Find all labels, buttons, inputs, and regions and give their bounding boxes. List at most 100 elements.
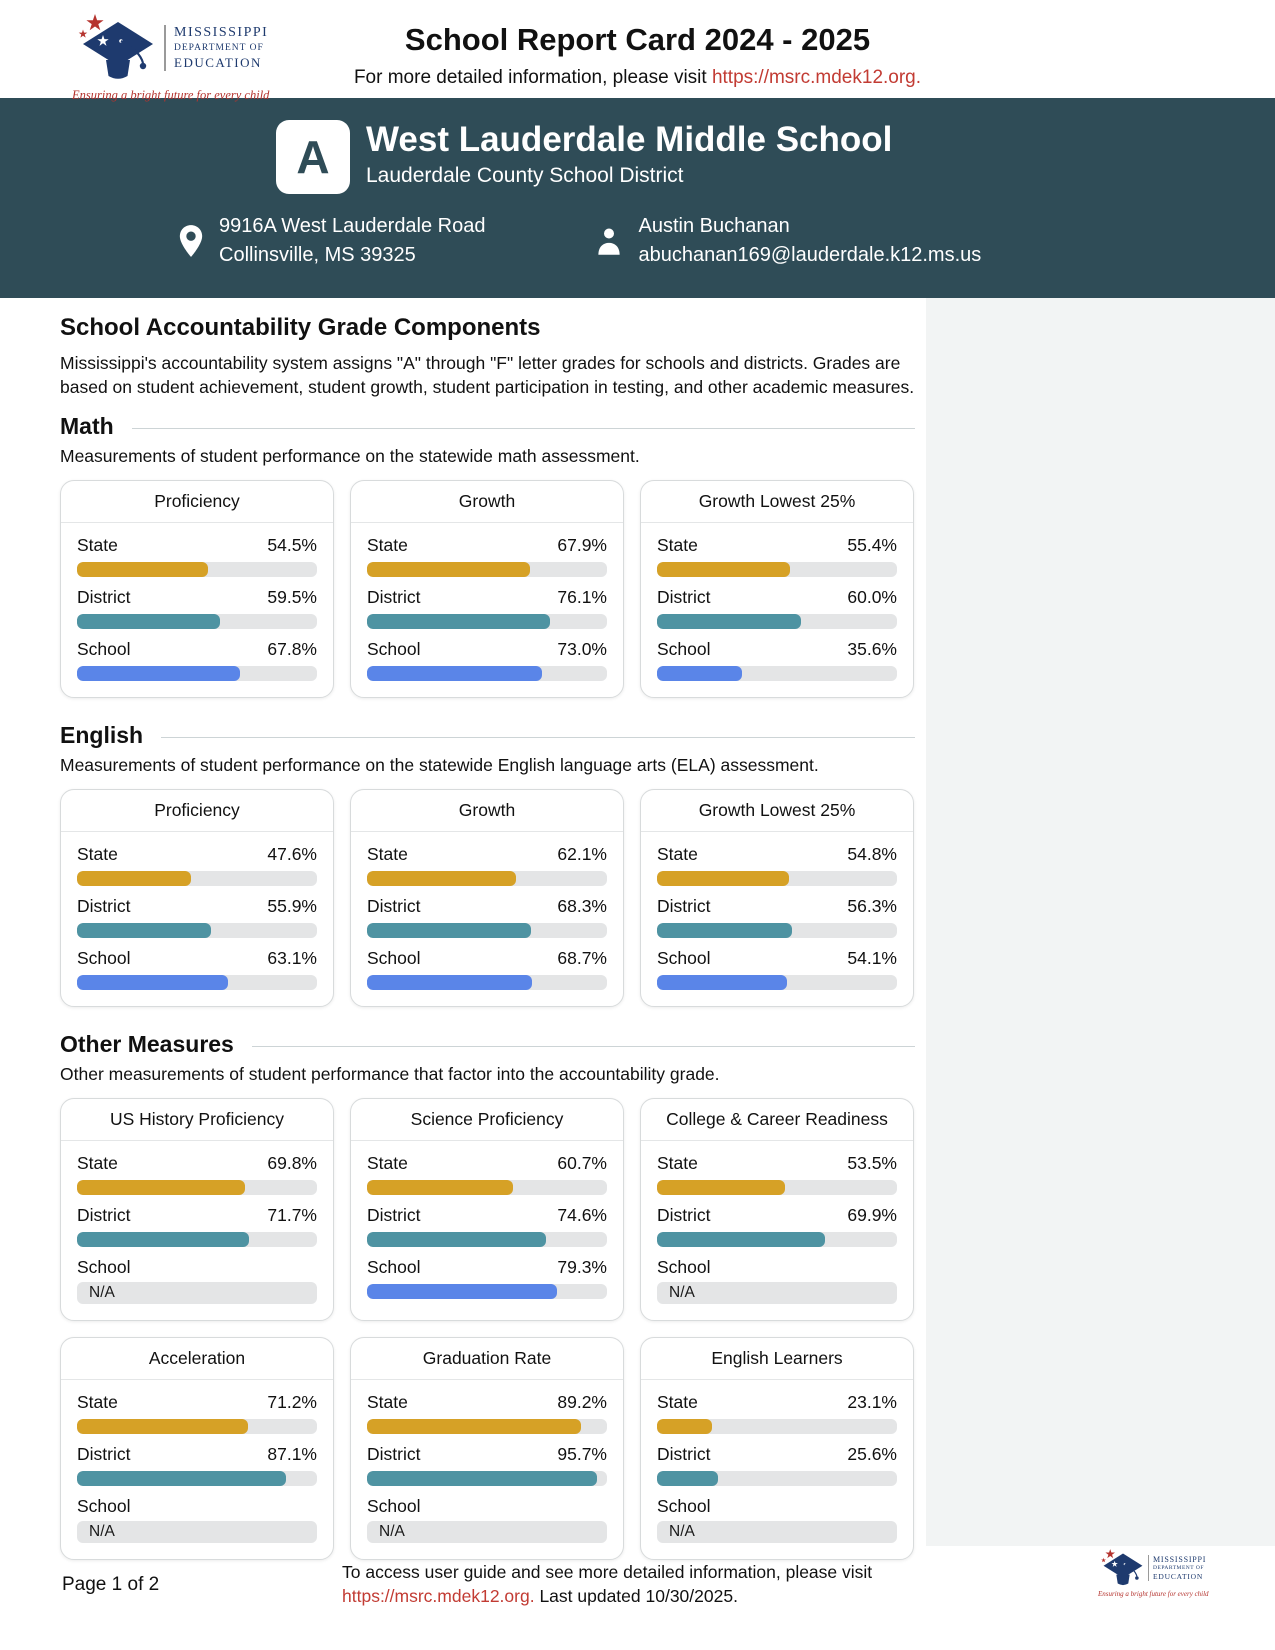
metric-bar-fill <box>657 1471 719 1486</box>
metric-header: State 60.7% <box>367 1153 607 1174</box>
metric-bar <box>77 614 317 629</box>
metric-header: School 73.0% <box>367 639 607 660</box>
card-body: State 89.2% District 95.7% School N/A <box>351 1380 623 1559</box>
metric-school: School N/A <box>657 1496 897 1543</box>
card-title: Growth Lowest 25% <box>641 481 913 523</box>
metric-header: District 76.1% <box>367 587 607 608</box>
metric-header: District 95.7% <box>367 1444 607 1465</box>
metric-header: School 63.1% <box>77 948 317 969</box>
page-footer: Page 1 of 2 To access user guide and see… <box>0 1548 1275 1650</box>
metric-card-growth: Growth State 67.9% District 76.1% School 73.0% <box>350 480 624 698</box>
metric-bar <box>657 975 897 990</box>
metric-header: School 67.8% <box>77 639 317 660</box>
metric-header: District 68.3% <box>367 896 607 917</box>
metric-value: 60.0% <box>847 587 897 607</box>
metric-bar-fill <box>367 1284 558 1299</box>
metric-card-college-career-readiness: College & Career Readiness State 53.5% Dist… <box>640 1098 914 1321</box>
metric-label: State <box>657 1392 698 1412</box>
page-number: Page 1 of 2 <box>62 1574 160 1595</box>
metric-district: District 74.6% <box>367 1205 607 1247</box>
metric-bar-fill <box>77 614 220 629</box>
metric-bar-fill <box>77 975 229 990</box>
metric-label: State <box>77 1153 118 1173</box>
metric-card-english-learners: English Learners State 23.1% District 25.6% S… <box>640 1337 914 1560</box>
metric-value: 68.7% <box>557 948 607 968</box>
metric-district: District 71.7% <box>77 1205 317 1247</box>
metric-bar-fill <box>657 1419 713 1434</box>
metric-label: School <box>657 948 711 968</box>
metric-bar <box>367 1232 607 1247</box>
metric-school: School 79.3% <box>367 1257 607 1299</box>
metric-card-acceleration: Acceleration State 71.2% District 87.1% Schoo… <box>60 1337 334 1560</box>
mde-logo-text: MISSISSIPPI DEPARTMENT OF EDUCATION <box>164 25 268 71</box>
metric-bar <box>367 1284 607 1299</box>
card-title: Science Proficiency <box>351 1099 623 1141</box>
section-description: Other measurements of student performanc… <box>60 1064 720 1084</box>
metric-value: 47.6% <box>267 844 317 864</box>
card-title: US History Proficiency <box>61 1099 333 1141</box>
metric-label: School <box>367 948 421 968</box>
metric-bar <box>77 871 317 886</box>
metric-bar-fill <box>367 871 517 886</box>
school-banner: A West Lauderdale Middle School Lauderda… <box>0 98 1275 298</box>
metric-bar-fill <box>367 1471 597 1486</box>
logo-org-line2: DEPARTMENT OF <box>174 43 264 53</box>
person-icon <box>597 228 620 255</box>
metric-bar <box>367 1180 607 1195</box>
metric-state: State 62.1% <box>367 844 607 886</box>
metric-header: State 53.5% <box>657 1153 897 1174</box>
metric-school: School N/A <box>657 1257 897 1304</box>
logo-tagline: Ensuring a bright future for every child <box>72 88 270 102</box>
metric-value: 35.6% <box>847 639 897 659</box>
logo-tagline: Ensuring a bright future for every child <box>1098 1590 1209 1598</box>
section-heading: English <box>60 722 915 749</box>
logo-org-line1: MISSISSIPPI <box>174 25 269 40</box>
section-english: English Measurements of student performan… <box>60 722 915 1007</box>
metric-bar-na: N/A <box>77 1521 317 1543</box>
metric-school: School N/A <box>367 1496 607 1543</box>
metric-bar-fill <box>77 1180 245 1195</box>
metric-label: State <box>367 844 408 864</box>
metric-value: 62.1% <box>557 844 607 864</box>
msrc-link[interactable]: https://msrc.mdek12.org. <box>711 67 922 88</box>
metric-label: District <box>367 896 421 916</box>
metric-value: 74.6% <box>557 1205 607 1225</box>
card-title: Acceleration <box>61 1338 333 1380</box>
school-address: 9916A West Lauderdale Road Collinsville,… <box>178 212 486 270</box>
metric-bar-fill <box>657 871 789 886</box>
metric-value: 56.3% <box>847 896 897 916</box>
section-title: Math <box>60 413 114 439</box>
metric-state: State 89.2% <box>367 1392 607 1434</box>
metric-bar <box>367 1419 607 1434</box>
metric-value: 71.7% <box>267 1205 317 1225</box>
metric-bar <box>77 562 317 577</box>
metric-header: District 74.6% <box>367 1205 607 1226</box>
metric-header: School 68.7% <box>367 948 607 969</box>
metric-value: 87.1% <box>267 1444 317 1464</box>
section-description: Measurements of student performance on t… <box>60 446 640 466</box>
card-title: Proficiency <box>61 481 333 523</box>
metric-header: State 71.2% <box>77 1392 317 1413</box>
metric-school: School 63.1% <box>77 948 317 990</box>
metric-card-graduation-rate: Graduation Rate State 89.2% District 95.7% Sc… <box>350 1337 624 1560</box>
footer-msrc-link[interactable]: https://msrc.mdek12.org. <box>342 1586 535 1606</box>
metric-state: State 60.7% <box>367 1153 607 1195</box>
metric-bar-fill <box>77 562 208 577</box>
metric-header: District 56.3% <box>657 896 897 917</box>
metric-value: 95.7% <box>557 1444 607 1464</box>
metric-header: State 23.1% <box>657 1392 897 1413</box>
metric-label: State <box>657 535 698 555</box>
metric-bar-fill <box>367 923 531 938</box>
metric-bar-na: N/A <box>657 1521 897 1543</box>
metric-bar-fill <box>657 1180 786 1195</box>
metric-header: District 55.9% <box>77 896 317 917</box>
intro-description: Mississippi's accountability system assi… <box>60 353 915 397</box>
report-title: School Report Card 2024 - 2025 <box>404 22 871 57</box>
metric-state: State 71.2% <box>77 1392 317 1434</box>
metric-bar-na: N/A <box>77 1282 317 1304</box>
card-title: English Learners <box>641 1338 913 1380</box>
metric-bar-fill <box>367 975 532 990</box>
metric-value: 55.4% <box>847 535 897 555</box>
metric-label: School <box>367 1496 421 1516</box>
